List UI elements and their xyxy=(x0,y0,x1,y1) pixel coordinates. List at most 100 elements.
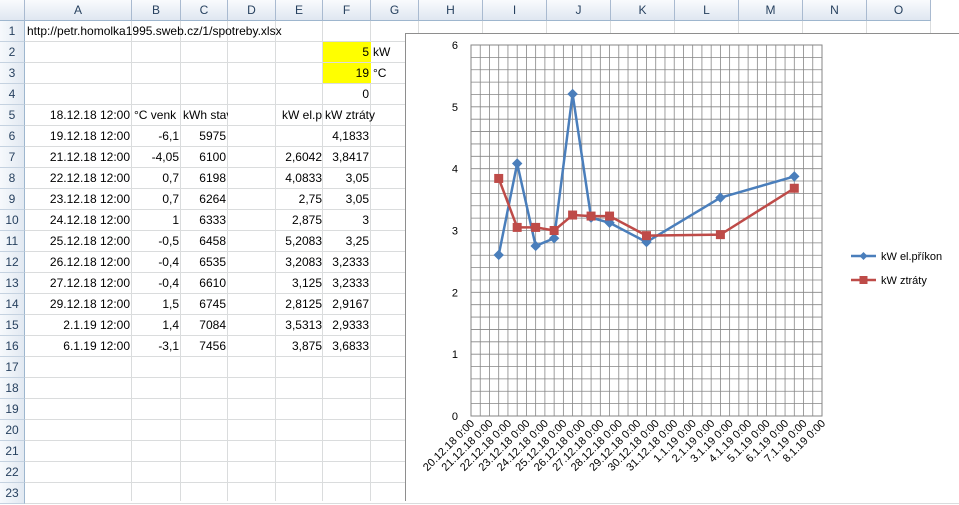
line-chart[interactable]: 0 1 2 3 4 5 6 20.12.18 0:00 21.12.18 0:00 22.12.1… xyxy=(405,33,959,501)
cell-c9[interactable]: 6264 xyxy=(199,192,226,206)
cell-c6[interactable]: 5975 xyxy=(199,129,226,143)
row-header-8[interactable]: 8 xyxy=(0,168,25,189)
column-header-g[interactable]: G xyxy=(371,0,419,21)
cell-e6[interactable] xyxy=(276,126,324,146)
cell-g2-unit[interactable]: kW xyxy=(373,45,391,59)
cell-c14[interactable]: 6745 xyxy=(199,297,226,311)
column-header-f[interactable]: F xyxy=(323,0,371,21)
row-header-3[interactable]: 3 xyxy=(0,63,25,84)
select-all-corner[interactable] xyxy=(0,0,25,21)
cell-f15[interactable]: 2,9333 xyxy=(332,318,369,332)
cell-a11[interactable]: 25.12.18 12:00 xyxy=(49,234,130,248)
cell-b11[interactable]: -0,5 xyxy=(158,234,179,248)
column-header-e[interactable]: E xyxy=(276,0,323,21)
cell-f10[interactable]: 3 xyxy=(362,213,369,227)
cell-g3-unit[interactable]: °C xyxy=(373,66,387,80)
row-header-5[interactable]: 5 xyxy=(0,105,25,126)
cell-f7[interactable]: 3,8417 xyxy=(332,150,369,164)
column-header-d[interactable]: D xyxy=(228,0,276,21)
cell-a14[interactable]: 29.12.18 12:00 xyxy=(49,297,130,311)
column-header-k[interactable]: K xyxy=(611,0,675,21)
column-header-m[interactable]: M xyxy=(739,0,803,21)
cell-e5-header[interactable]: kW el.p xyxy=(281,108,322,122)
row-header-23[interactable]: 23 xyxy=(0,483,25,504)
cell-c10[interactable]: 6333 xyxy=(199,213,226,227)
row-header-6[interactable]: 6 xyxy=(0,126,25,147)
cell-c12[interactable]: 6535 xyxy=(199,255,226,269)
cell-c11[interactable]: 6458 xyxy=(199,234,226,248)
row-header-17[interactable]: 17 xyxy=(0,357,25,378)
cell-b14[interactable]: 1,5 xyxy=(162,297,179,311)
cell-e15[interactable]: 3,5313 xyxy=(285,318,322,332)
column-header-i[interactable]: I xyxy=(483,0,547,21)
row-header-19[interactable]: 19 xyxy=(0,399,25,420)
cell-e13[interactable]: 3,125 xyxy=(291,276,322,290)
cell-c8[interactable]: 6198 xyxy=(199,171,226,185)
cell-e9[interactable]: 2,75 xyxy=(298,192,322,206)
column-header-o[interactable]: O xyxy=(867,0,931,21)
column-header-b[interactable]: B xyxy=(132,0,181,21)
cell-b6[interactable]: -6,1 xyxy=(158,129,179,143)
cell-a1-url[interactable]: http://petr.homolka1995.sweb.cz/1/spotre… xyxy=(27,24,282,38)
row-header-18[interactable]: 18 xyxy=(0,378,25,399)
cell-a7[interactable]: 21.12.18 12:00 xyxy=(49,150,130,164)
cell-e12[interactable]: 3,2083 xyxy=(285,255,322,269)
cell-e16[interactable]: 3,875 xyxy=(291,339,322,353)
row-header-15[interactable]: 15 xyxy=(0,315,25,336)
cell-b5-header[interactable]: °C venk xyxy=(134,108,177,122)
cell-e7[interactable]: 2,6042 xyxy=(285,150,322,164)
row-header-7[interactable]: 7 xyxy=(0,147,25,168)
row-header-16[interactable]: 16 xyxy=(0,336,25,357)
cell-f14[interactable]: 2,9167 xyxy=(332,297,369,311)
column-header-h[interactable]: H xyxy=(419,0,483,21)
row-header-21[interactable]: 21 xyxy=(0,441,25,462)
cell-f8[interactable]: 3,05 xyxy=(345,171,369,185)
cell-b15[interactable]: 1,4 xyxy=(162,318,179,332)
cell-f4[interactable]: 0 xyxy=(362,87,369,101)
column-header-j[interactable]: J xyxy=(547,0,611,21)
cell-c5-header[interactable]: kWh stav xyxy=(183,108,228,122)
cell-b10[interactable]: 1 xyxy=(172,213,179,227)
column-header-c[interactable]: C xyxy=(181,0,228,21)
cell-f16[interactable]: 3,6833 xyxy=(332,339,369,353)
row-header-20[interactable]: 20 xyxy=(0,420,25,441)
cell-f2-power[interactable]: 5 xyxy=(323,42,371,62)
cell-e14[interactable]: 2,8125 xyxy=(285,297,322,311)
cell-f6[interactable]: 4,1833 xyxy=(332,129,369,143)
cell-a8[interactable]: 22.12.18 12:00 xyxy=(49,171,130,185)
cell-a12[interactable]: 26.12.18 12:00 xyxy=(49,255,130,269)
cell-b12[interactable]: -0,4 xyxy=(158,255,179,269)
cell-a15[interactable]: 2.1.19 12:00 xyxy=(63,318,130,332)
cell-a10[interactable]: 24.12.18 12:00 xyxy=(49,213,130,227)
row-header-1[interactable]: 1 xyxy=(0,21,25,42)
cell-a9[interactable]: 23.12.18 12:00 xyxy=(49,192,130,206)
cell-e11[interactable]: 5,2083 xyxy=(285,234,322,248)
column-header-a[interactable]: A xyxy=(25,0,132,21)
cell-a6[interactable]: 19.12.18 12:00 xyxy=(49,129,130,143)
cell-e8[interactable]: 4,0833 xyxy=(285,171,322,185)
cell-c15[interactable]: 7084 xyxy=(199,318,226,332)
cell-c16[interactable]: 7456 xyxy=(199,339,226,353)
cell-a13[interactable]: 27.12.18 12:00 xyxy=(49,276,130,290)
cell-f5-header[interactable]: kW ztráty xyxy=(325,108,375,122)
cell-a5-header[interactable]: 18.12.18 12:00 xyxy=(49,108,130,122)
cell-b8[interactable]: 0,7 xyxy=(162,171,179,185)
cell-b7[interactable]: -4,05 xyxy=(151,150,179,164)
row-header-11[interactable]: 11 xyxy=(0,231,25,252)
row-header-12[interactable]: 12 xyxy=(0,252,25,273)
cell-c7[interactable]: 6100 xyxy=(199,150,226,164)
cell-b16[interactable]: -3,1 xyxy=(158,339,179,353)
cell-a16[interactable]: 6.1.19 12:00 xyxy=(63,339,130,353)
row-header-13[interactable]: 13 xyxy=(0,273,25,294)
cell-b13[interactable]: -0,4 xyxy=(158,276,179,290)
cell-f12[interactable]: 3,2333 xyxy=(332,255,369,269)
row-header-9[interactable]: 9 xyxy=(0,189,25,210)
row-header-22[interactable]: 22 xyxy=(0,462,25,483)
column-header-l[interactable]: L xyxy=(675,0,739,21)
row-header-10[interactable]: 10 xyxy=(0,210,25,231)
cell-f11[interactable]: 3,25 xyxy=(345,234,369,248)
row-header-14[interactable]: 14 xyxy=(0,294,25,315)
cell-f13[interactable]: 3,2333 xyxy=(332,276,369,290)
row-header-2[interactable]: 2 xyxy=(0,42,25,63)
cell-c13[interactable]: 6610 xyxy=(199,276,226,290)
